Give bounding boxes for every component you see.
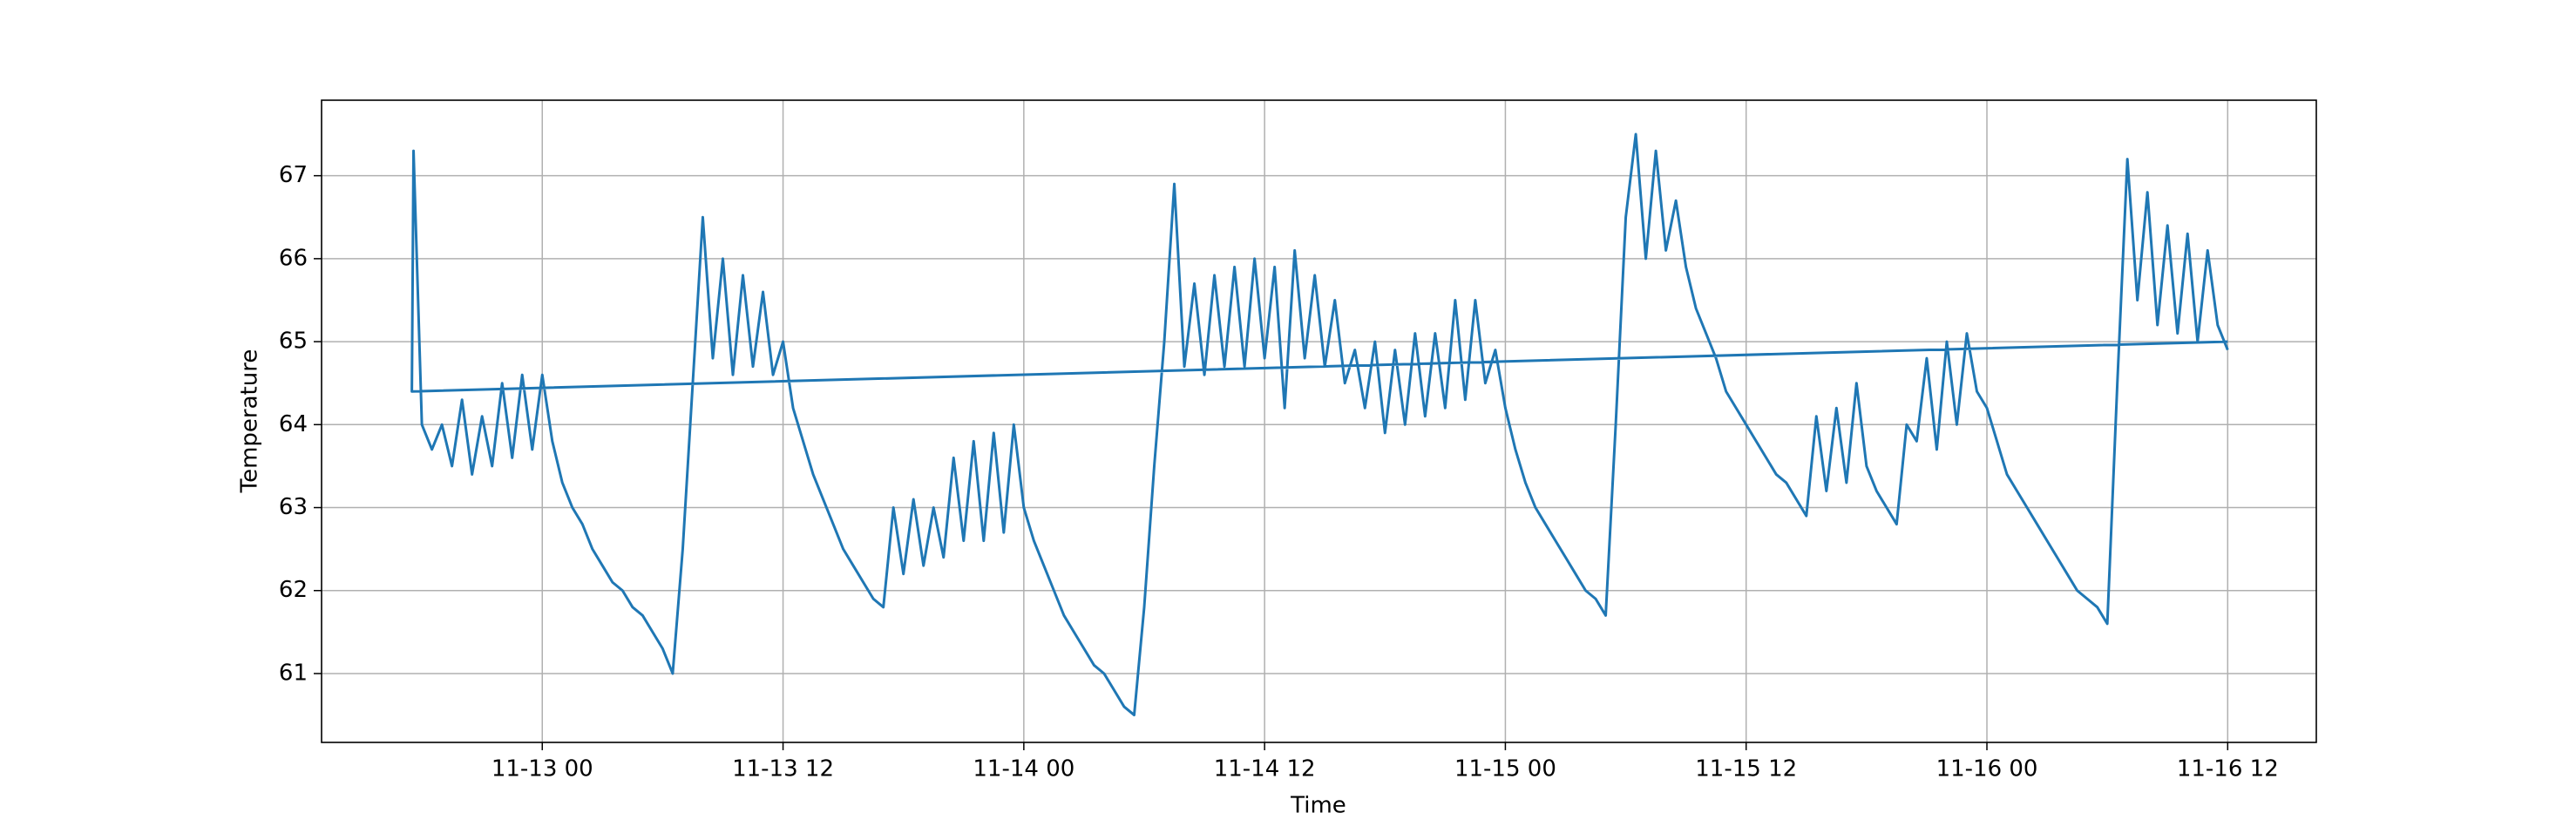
y-tick-label: 62: [279, 577, 308, 603]
y-tick-label: 66: [279, 245, 308, 271]
x-tick-label: 11-16 12: [2177, 756, 2279, 782]
plot: [410, 132, 2229, 717]
x-axis-label: Time: [1290, 793, 1346, 819]
grid: [322, 100, 2316, 742]
axes-frame: [321, 99, 2317, 743]
data-line: [410, 132, 2229, 717]
y-tick-label: 63: [279, 494, 308, 520]
x-tick-label: 11-14 12: [1214, 756, 1316, 782]
x-tick-label: 11-15 00: [1454, 756, 1556, 782]
x-tick-label: 11-15 12: [1695, 756, 1797, 782]
y-tick-label: 61: [279, 660, 308, 686]
x-tick-label: 11-13 12: [732, 756, 834, 782]
y-tick-label: 64: [279, 411, 308, 437]
x-tick-label: 11-13 00: [491, 756, 593, 782]
y-axis-label: Temperature: [237, 349, 263, 494]
x-tick-label: 11-16 00: [1936, 756, 2038, 782]
y-tick-label: 67: [279, 162, 308, 188]
x-tick-label: 11-14 00: [973, 756, 1074, 782]
ticks: 11-13 00 11-13 12 11-14 00 11-14 12 11-15 00…: [279, 162, 2279, 782]
y-tick-label: 65: [279, 329, 308, 355]
